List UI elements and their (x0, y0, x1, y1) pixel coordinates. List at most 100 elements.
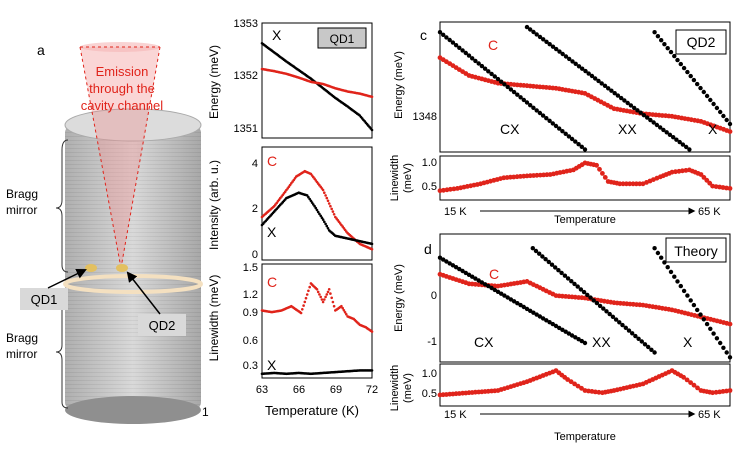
chart5-cx-point (470, 274, 475, 279)
chart5-xx-point (633, 333, 638, 339)
chart3-x-point (727, 121, 733, 127)
chart3-xx-point (619, 95, 624, 101)
chart3-cx-point (540, 113, 546, 118)
chart5-xx-point (578, 287, 584, 292)
b3-c-label: C (267, 274, 277, 290)
chart1-x-point (315, 208, 319, 212)
chart5-xx-point (594, 300, 600, 306)
chart5-xx-point (585, 292, 590, 298)
c-lw-ylabel-2: (meV) (402, 163, 414, 193)
b3-plot (260, 282, 374, 376)
chart5-xx-point (546, 259, 551, 265)
chart3-xx-point (687, 147, 692, 152)
b1-tag-bg (317, 27, 367, 49)
chart6-c-point (720, 389, 726, 394)
chart5-xx-point (549, 262, 555, 267)
chart3-cx-point (576, 142, 581, 147)
chart1-c-point (332, 213, 336, 216)
chart5-xx-point (543, 257, 548, 262)
chart1-c-point (329, 204, 332, 208)
chart2-c-point (307, 289, 310, 293)
chart5-c-point (727, 321, 733, 327)
c-lw-plot (437, 160, 733, 194)
chart3-xx-point (544, 39, 549, 44)
d-lw-ytick-1: 0.5 (422, 388, 437, 400)
chart5-xx-point (540, 254, 545, 259)
b2-ylabel: Intensity (arb. u.) (207, 160, 221, 250)
chart5-xx-point (601, 306, 606, 311)
chart3-xx-point (602, 83, 608, 89)
chart5-x-point (675, 279, 680, 284)
chart3-xx-point (573, 61, 578, 66)
chart5-cx-point (482, 282, 488, 287)
chart4-c-point (451, 186, 457, 192)
chart5-xx-point (530, 246, 535, 251)
chart5-xx-point (652, 350, 657, 355)
d-ytick-1: -1 (427, 336, 437, 348)
chart5-cx-point (489, 285, 494, 291)
chart5-xx-point (642, 342, 648, 347)
chart5-xx-point (604, 309, 609, 314)
chart5-x-point (668, 269, 674, 275)
d-xlabel: Temperature (554, 431, 616, 443)
chart5-cx-point (550, 321, 555, 327)
panel-letter-b-partial: 1 (202, 405, 209, 419)
chart3-cx-point (479, 63, 485, 69)
b2-ytick-0: 4 (252, 158, 258, 170)
chart5-cx-point (544, 318, 549, 323)
chart5-cx-point (557, 325, 562, 331)
chart3-cx-point (502, 82, 507, 87)
chart3-x-point (701, 89, 706, 95)
d-lw-ylabel-2: (meV) (402, 373, 414, 403)
chart5-cx-point (492, 287, 497, 293)
chart3-cx-point (466, 53, 472, 58)
chart2-c-point (305, 293, 309, 296)
chart4-c-point (713, 184, 719, 190)
chart4-c-point (602, 175, 608, 180)
b3-xtick-1: 66 (293, 384, 305, 396)
chart2-c-point (304, 296, 308, 300)
chart0-x-point (370, 128, 374, 132)
b1-tag: QD1 (330, 32, 355, 46)
d-ylabel: Energy (meV) (393, 264, 405, 332)
chart2-c-point (330, 296, 334, 300)
chart6-c-point (681, 374, 686, 380)
chart6-c-point (684, 377, 690, 383)
chart6-c-point (695, 385, 700, 391)
c-c-label: C (488, 37, 498, 53)
chart3-xx-point (531, 29, 536, 35)
chart5-xx-point (626, 328, 632, 333)
b2-frame (261, 146, 373, 261)
chart5-cx-point (569, 333, 575, 338)
b3-ytick-2: 0.9 (243, 307, 258, 319)
chart3-xx-point (570, 59, 575, 64)
chart3-cx-point (518, 95, 523, 100)
chart4-c-point (680, 168, 685, 174)
b1-ytick-0: 1353 (234, 18, 258, 30)
chart5-cx-point (534, 312, 539, 317)
chart3-cx-point (566, 134, 572, 139)
emission-right-line (120, 46, 161, 269)
chart4-c-point (634, 181, 639, 187)
chart5-x-point (688, 298, 693, 303)
chart3-xx-point (528, 27, 533, 32)
chart5-x-point (691, 302, 697, 308)
chart6-c-point (724, 388, 729, 394)
chart3-cx-point (463, 50, 468, 56)
chart2-c-point (332, 304, 336, 308)
chart4-c-point (594, 162, 599, 168)
chart5-x-point (724, 350, 729, 355)
chart5-cx-point (466, 272, 472, 277)
chart6-c-point (713, 389, 719, 395)
emission-text-3: cavity channel (81, 98, 163, 113)
chart5-x-point (704, 321, 710, 327)
chart5-cx-point (499, 291, 504, 296)
chart4-c-point (727, 186, 733, 191)
c-x-label: X (708, 121, 718, 137)
chart5-x-point (714, 336, 720, 341)
c-plot (437, 24, 733, 152)
c-ytick-0: 1348 (413, 111, 437, 123)
chart4-c-point (683, 168, 689, 173)
chart3-cx-point (563, 131, 568, 136)
chart6-c-point (579, 385, 584, 391)
